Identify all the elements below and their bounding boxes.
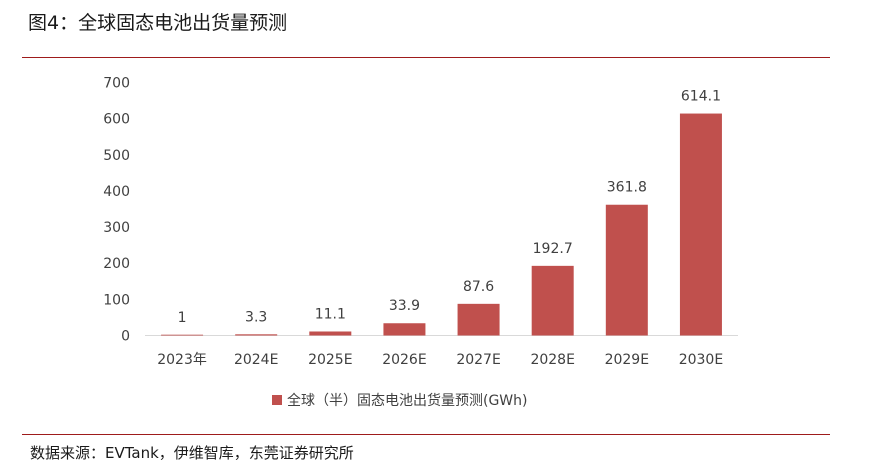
- bar: [457, 303, 500, 336]
- data-label: 614.1: [681, 89, 721, 105]
- x-tick-label: 2030E: [679, 352, 723, 368]
- data-label: 192.7: [533, 241, 573, 257]
- y-tick-label: 200: [103, 256, 130, 272]
- y-tick-label: 700: [103, 76, 130, 92]
- x-tick-label: 2028E: [530, 352, 574, 368]
- y-tick-label: 0: [121, 329, 130, 345]
- x-axis-ticks: 2023年 2024E 2025E 2026E 2027E 2028E 2029E 2030E: [157, 352, 723, 368]
- bar: [383, 323, 426, 336]
- source-note: 数据来源：EVTank，伊维智库，东莞证券研究所: [30, 444, 354, 462]
- y-tick-label: 600: [103, 112, 130, 128]
- y-axis-ticks: 0 100 200 300 400 500 600 700: [103, 76, 130, 345]
- x-tick-label: 2024E: [234, 352, 278, 368]
- data-labels: 1 3.3 11.1 33.9 87.6 192.7 361.8 614.1: [178, 89, 721, 327]
- data-label: 1: [178, 310, 187, 326]
- bottom-divider: [22, 434, 830, 435]
- legend: 全球（半）固态电池出货量预测(GWh): [272, 392, 528, 409]
- y-tick-label: 500: [103, 148, 130, 164]
- y-tick-label: 300: [103, 220, 130, 236]
- data-label: 11.1: [315, 306, 346, 322]
- bar: [605, 204, 648, 336]
- bar: [161, 334, 204, 336]
- x-tick-label: 2023年: [157, 352, 207, 368]
- data-label: 361.8: [607, 180, 647, 196]
- bar-series: [161, 113, 722, 336]
- y-tick-label: 400: [103, 184, 130, 200]
- x-tick-label: 2026E: [382, 352, 426, 368]
- data-label: 3.3: [245, 309, 267, 325]
- bar: [531, 265, 574, 336]
- legend-swatch: [272, 395, 282, 405]
- x-tick-label: 2025E: [308, 352, 352, 368]
- data-label: 33.9: [389, 298, 420, 314]
- x-tick-label: 2029E: [605, 352, 649, 368]
- figure-title: 图4：全球固态电池出货量预测: [28, 12, 288, 34]
- x-tick-label: 2027E: [456, 352, 500, 368]
- bar: [679, 113, 722, 336]
- data-label: 87.6: [463, 279, 494, 295]
- y-tick-label: 100: [103, 292, 130, 308]
- top-divider: [22, 57, 830, 58]
- bar: [235, 334, 278, 336]
- bar: [309, 331, 352, 336]
- legend-label: 全球（半）固态电池出货量预测(GWh): [287, 392, 528, 409]
